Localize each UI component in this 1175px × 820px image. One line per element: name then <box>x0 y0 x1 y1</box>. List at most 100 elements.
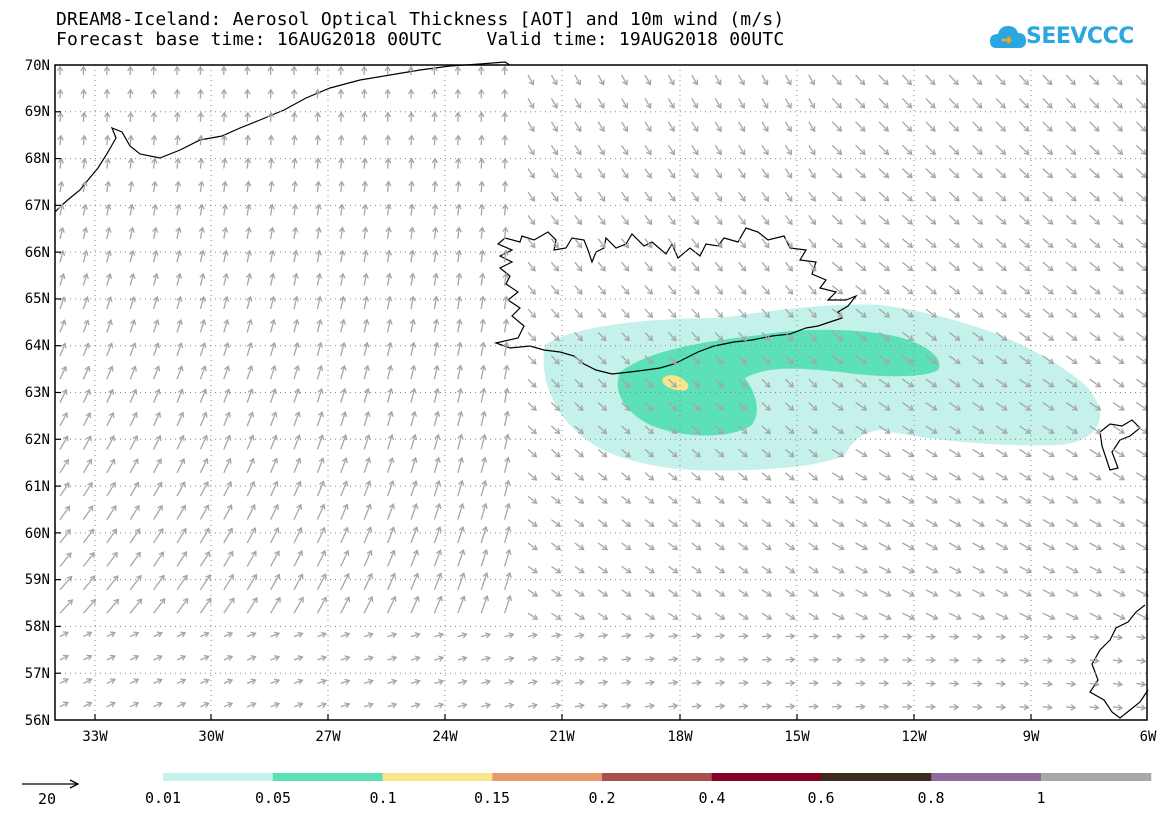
wind-arrow-head <box>267 134 275 141</box>
wind-arrow <box>152 204 157 216</box>
wind-arrow <box>1136 355 1148 364</box>
wind-arrow <box>902 425 914 434</box>
wind-arrow <box>808 261 817 272</box>
wind-arrow-head <box>764 335 771 342</box>
wind-arrow <box>199 481 209 497</box>
wind-arrow <box>1112 589 1125 597</box>
wind-arrow <box>434 656 444 661</box>
wind-arrow-head <box>414 702 421 709</box>
wind-arrow-head <box>502 249 509 256</box>
colorbar-segment <box>163 773 274 781</box>
wind-arrow-head <box>908 591 916 597</box>
wind-arrow-head <box>671 405 678 412</box>
wind-arrow-head <box>1095 358 1102 365</box>
wind-arrow <box>199 598 212 614</box>
wind-arrow-head <box>955 521 962 527</box>
wind-arrow <box>223 181 226 193</box>
wind-arrow-head <box>1071 381 1078 388</box>
wind-arrow <box>176 296 182 310</box>
wind-arrow-head <box>1118 288 1125 295</box>
wind-arrow <box>597 285 606 295</box>
wind-arrow-head <box>1047 219 1054 225</box>
wind-arrow-head <box>182 574 188 581</box>
wind-arrow <box>316 135 319 146</box>
wind-arrow <box>1089 74 1099 85</box>
wind-arrow-head <box>602 614 609 620</box>
wind-arrow-head <box>741 335 747 342</box>
wind-arrow <box>808 378 818 388</box>
wind-arrow <box>433 573 442 591</box>
wind-arrow-head <box>575 126 582 133</box>
wind-arrow-head <box>860 312 867 318</box>
wind-arrow <box>270 504 279 520</box>
wind-arrow-head <box>671 451 678 458</box>
wind-arrow <box>621 681 631 685</box>
wind-arrow-head <box>906 149 913 156</box>
wind-arrow-head <box>229 597 235 604</box>
wind-arrow-head <box>435 502 442 510</box>
wind-arrow-head <box>932 614 939 621</box>
wind-arrow <box>129 435 138 450</box>
wind-arrow-head <box>320 678 328 685</box>
wind-arrow <box>527 168 535 179</box>
wind-arrow <box>972 285 984 295</box>
wind-arrow-head <box>1072 498 1079 504</box>
wind-arrow-head <box>432 272 439 279</box>
wind-arrow-head <box>742 679 749 687</box>
wind-arrow-head <box>836 633 843 640</box>
wind-arrow-head <box>1025 567 1032 574</box>
wind-arrow-head <box>602 702 609 710</box>
wind-arrow-head <box>810 288 817 295</box>
wind-arrow-head <box>390 595 397 602</box>
wind-arrow-head <box>530 312 537 319</box>
wind-arrow <box>316 481 325 497</box>
wind-arrow-head <box>411 456 418 464</box>
wind-arrow-head <box>337 134 345 141</box>
wind-arrow <box>433 480 440 497</box>
wind-arrow <box>269 342 276 356</box>
wind-arrow <box>386 296 391 310</box>
wind-arrow-head <box>1000 703 1007 711</box>
wind-arrow <box>1042 378 1054 388</box>
wind-arrow <box>1135 74 1146 85</box>
wind-arrow-head <box>410 410 417 417</box>
wind-arrow <box>972 144 983 155</box>
wind-arrow <box>503 181 507 193</box>
wind-arrow <box>152 343 159 357</box>
wind-arrow-head <box>248 411 255 418</box>
wind-arrow <box>550 355 560 365</box>
wind-arrow <box>1042 659 1052 662</box>
wind-arrow <box>129 319 136 333</box>
wind-arrow <box>1089 261 1101 271</box>
wind-arrow-head <box>62 654 69 661</box>
wind-arrow-head <box>1096 567 1103 574</box>
wind-arrow-head <box>105 226 112 233</box>
wind-arrow-head <box>479 364 487 371</box>
wind-arrow <box>1042 472 1055 481</box>
wind-arrow-head <box>715 79 722 86</box>
wind-arrow <box>1065 448 1078 457</box>
wind-arrow-head <box>1026 614 1033 621</box>
wind-arrow <box>1135 144 1147 155</box>
wind-arrow <box>129 135 132 146</box>
wind-arrow-head <box>130 319 137 326</box>
wind-arrow-head <box>1025 428 1032 434</box>
wind-arrow-head <box>861 451 868 457</box>
wind-arrow <box>668 658 678 661</box>
wind-arrow <box>550 331 560 341</box>
wind-arrow-head <box>883 172 890 179</box>
wind-arrow-head <box>1116 79 1123 86</box>
wind-arrow <box>293 296 298 310</box>
wind-arrow <box>223 435 231 450</box>
wind-arrow <box>761 565 772 574</box>
wind-arrow <box>738 215 746 225</box>
wind-arrow-head <box>1119 591 1126 597</box>
wind-arrow <box>176 679 186 684</box>
wind-arrow <box>434 633 444 638</box>
wind-arrow-head <box>787 265 794 272</box>
lat-label-60n: 60N <box>25 526 50 542</box>
wind-arrow <box>480 319 484 333</box>
wind-arrow-head <box>367 678 374 685</box>
wind-arrow <box>1112 472 1125 481</box>
wind-arrow-head <box>763 149 769 156</box>
